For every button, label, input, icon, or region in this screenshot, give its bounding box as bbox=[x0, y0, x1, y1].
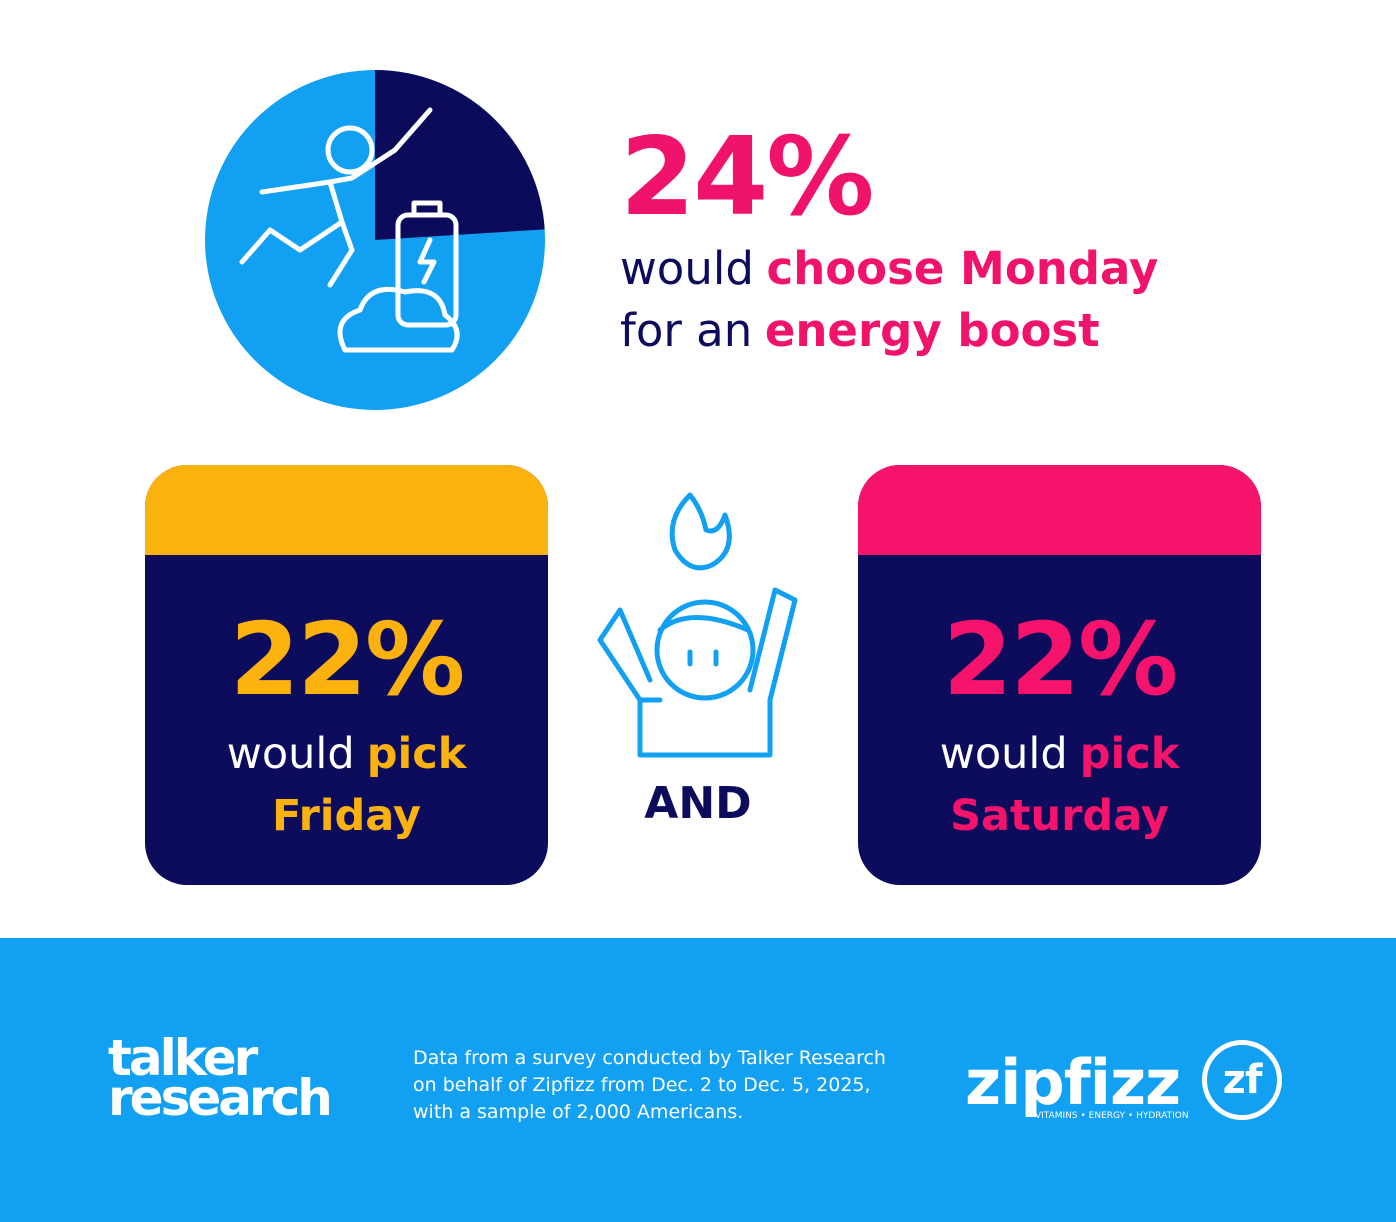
pie-chart bbox=[205, 70, 545, 410]
card: 22% would pick Saturday bbox=[858, 465, 1261, 885]
text-line: Saturday bbox=[858, 785, 1261, 847]
text-segment: pick bbox=[1079, 729, 1180, 779]
text-segment: pick bbox=[366, 729, 467, 779]
text-line: would pick bbox=[145, 723, 548, 785]
pie-slice bbox=[375, 70, 545, 240]
card-percentage: 22% bbox=[229, 601, 465, 718]
card-text: would pick Saturday bbox=[858, 723, 1261, 847]
footnote-line: on behalf of Zipfizz from Dec. 2 to Dec.… bbox=[413, 1074, 871, 1096]
card-band bbox=[858, 465, 1261, 555]
card-band bbox=[145, 465, 548, 555]
logo-text: research bbox=[108, 1069, 333, 1127]
footnote: Data from a survey conducted by Talker R… bbox=[413, 1045, 886, 1126]
headline-text: would choose Monday for an energy boost bbox=[620, 238, 1158, 362]
text-segment: for an bbox=[620, 304, 753, 357]
text-segment: would bbox=[226, 729, 355, 779]
text-line: would pick bbox=[858, 723, 1261, 785]
text-line: for an energy boost bbox=[620, 300, 1158, 362]
headline: 24% would choose Monday for an energy boost bbox=[620, 118, 1158, 362]
graphics bbox=[205, 70, 798, 758]
footnote-line: with a sample of 2,000 Americans. bbox=[413, 1101, 744, 1123]
card: 22% would pick Friday bbox=[145, 465, 548, 885]
text-segment: Saturday bbox=[950, 791, 1169, 841]
text-segment: would bbox=[620, 242, 754, 295]
jump-icon bbox=[239, 107, 460, 353]
text-segment: would bbox=[939, 729, 1068, 779]
talker-logo: talker research bbox=[108, 1029, 333, 1127]
footer: talker research Data from a survey condu… bbox=[0, 938, 1396, 1222]
text-segment: energy boost bbox=[764, 304, 1100, 357]
card-text: would pick Friday bbox=[145, 723, 548, 847]
connector: AND bbox=[644, 778, 752, 829]
logo-text: talker bbox=[108, 1029, 258, 1087]
zipfizz-tagline: VITAMINS • ENERGY • HYDRATION bbox=[1035, 1111, 1189, 1121]
text-line: Friday bbox=[145, 785, 548, 847]
text-segment: choose Monday bbox=[766, 242, 1159, 295]
headline-percentage: 24% bbox=[620, 115, 875, 240]
card-percentage: 22% bbox=[942, 601, 1178, 718]
text-line: would choose Monday bbox=[620, 238, 1158, 300]
zipfizz-badge: zf bbox=[1202, 1040, 1282, 1120]
zipfizz-logo: zipfizz bbox=[965, 1046, 1181, 1119]
footnote-line: Data from a survey conducted by Talker R… bbox=[413, 1047, 886, 1069]
text-segment: Friday bbox=[271, 791, 422, 841]
person-icon bbox=[597, 492, 798, 758]
